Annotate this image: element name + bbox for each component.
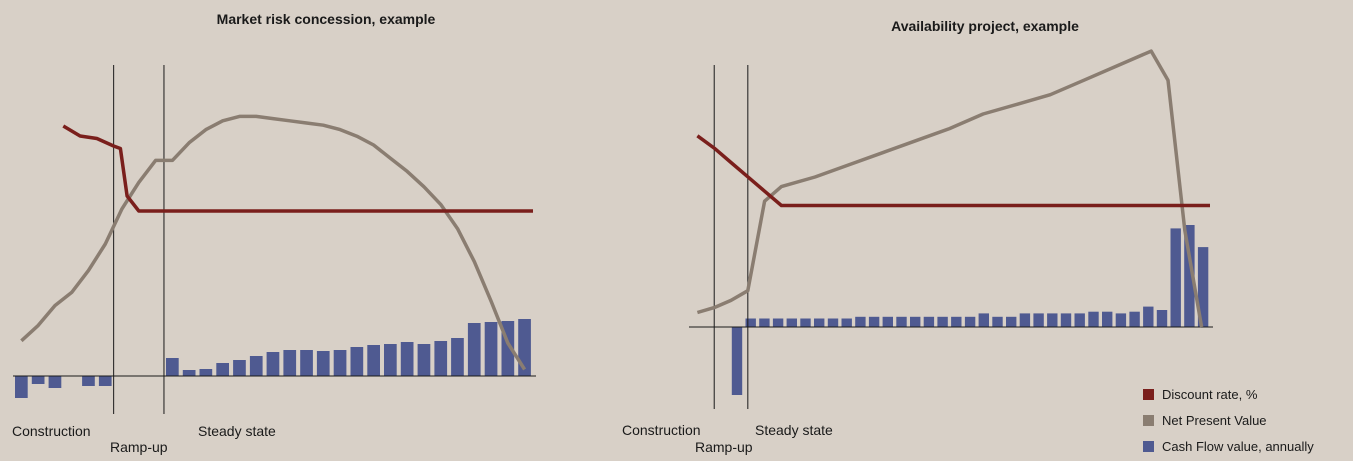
legend-swatch-discount bbox=[1143, 389, 1154, 400]
cashflow-bar bbox=[1197, 247, 1209, 327]
cashflow-bar bbox=[82, 376, 95, 386]
legend-swatch-npv bbox=[1143, 415, 1154, 426]
cashflow-bar bbox=[350, 347, 364, 376]
legend-swatch-cashflow bbox=[1143, 441, 1154, 452]
cashflow-bar bbox=[98, 376, 112, 386]
cashflow-bar bbox=[882, 316, 893, 327]
cashflow-bar bbox=[992, 316, 1003, 327]
cashflow-bar bbox=[266, 352, 280, 376]
cashflow-bar bbox=[800, 318, 811, 327]
cashflow-bar bbox=[1006, 316, 1017, 327]
cashflow-bar bbox=[745, 318, 756, 327]
cashflow-bar bbox=[300, 350, 313, 376]
cashflow-bar bbox=[1143, 306, 1154, 327]
cashflow-bars bbox=[15, 319, 531, 398]
cashflow-bar bbox=[827, 318, 839, 327]
cashflow-bar bbox=[964, 316, 976, 327]
discount-rate-line bbox=[62, 124, 533, 213]
cashflow-bar bbox=[166, 358, 179, 376]
cashflow-bar bbox=[1019, 313, 1031, 327]
legend-label-npv: Net Present Value bbox=[1162, 413, 1267, 428]
phase-label-construction: Construction bbox=[622, 422, 701, 438]
cashflow-bar bbox=[451, 338, 464, 376]
cashflow-bar bbox=[333, 350, 347, 376]
legend-label-cashflow: Cash Flow value, annually bbox=[1162, 439, 1314, 454]
cashflow-bar bbox=[1074, 313, 1085, 327]
cashflow-bar bbox=[937, 316, 948, 327]
legend-label-discount: Discount rate, % bbox=[1162, 387, 1258, 402]
chart-title: Availability project, example bbox=[891, 18, 1079, 34]
cashflow-bar bbox=[15, 376, 28, 398]
phase-label-steady-state: Steady state bbox=[198, 423, 276, 439]
cashflow-bar bbox=[855, 316, 866, 327]
cashflow-bar bbox=[1156, 310, 1168, 327]
cashflow-bar bbox=[731, 327, 743, 395]
cashflow-bar bbox=[772, 318, 784, 327]
phase-label-ramp-up: Ramp-up bbox=[695, 439, 753, 455]
cashflow-bar bbox=[48, 376, 62, 388]
cashflow-bar bbox=[434, 341, 448, 376]
cashflow-bar bbox=[759, 318, 770, 327]
cashflow-bar bbox=[31, 376, 45, 384]
chart-title: Market risk concession, example bbox=[217, 11, 436, 27]
cashflow-bar bbox=[1115, 313, 1127, 327]
cashflow-bar bbox=[384, 344, 397, 376]
discount-rate-line bbox=[696, 134, 1210, 208]
availability-chart: Availability project, example Constructi… bbox=[622, 18, 1213, 455]
cashflow-bar bbox=[868, 316, 880, 327]
cashflow-bar bbox=[786, 318, 797, 327]
cashflow-bar bbox=[1033, 313, 1044, 327]
market-risk-chart: Market risk concession, example Construc… bbox=[12, 11, 536, 455]
cashflow-bar bbox=[1102, 311, 1113, 327]
cashflow-bar bbox=[199, 369, 213, 376]
cashflow-bar bbox=[1088, 311, 1099, 327]
npv-line bbox=[20, 114, 527, 371]
phase-label-ramp-up: Ramp-up bbox=[110, 439, 168, 455]
cashflow-bar bbox=[1170, 228, 1181, 327]
cashflow-bar bbox=[484, 322, 498, 376]
cashflow-bar bbox=[233, 360, 246, 376]
cashflow-bar bbox=[1129, 311, 1140, 327]
cashflow-bar bbox=[417, 344, 431, 376]
cashflow-bar bbox=[467, 323, 481, 376]
cashflow-bar bbox=[283, 350, 297, 376]
cashflow-bar bbox=[923, 316, 935, 327]
cashflow-bars bbox=[731, 225, 1209, 395]
legend: Discount rate, % Net Present Value Cash … bbox=[1143, 387, 1314, 454]
cashflow-bar bbox=[367, 345, 380, 376]
npv-line bbox=[696, 49, 1204, 328]
cashflow-bar bbox=[814, 318, 825, 327]
cashflow-bar bbox=[910, 316, 921, 327]
cashflow-bar bbox=[1047, 313, 1058, 327]
cashflow-bar bbox=[841, 318, 852, 327]
cashflow-bar bbox=[249, 356, 263, 376]
cashflow-bar bbox=[182, 370, 196, 376]
cashflow-bar bbox=[216, 363, 229, 376]
phase-label-steady-state: Steady state bbox=[755, 422, 833, 438]
cashflow-bar bbox=[951, 316, 962, 327]
cashflow-bar bbox=[896, 316, 907, 327]
cashflow-bar bbox=[1060, 313, 1072, 327]
cashflow-bar bbox=[316, 351, 330, 376]
phase-label-construction: Construction bbox=[12, 423, 91, 439]
cashflow-bar bbox=[400, 342, 414, 376]
cashflow-bar bbox=[1184, 225, 1195, 327]
cashflow-bar bbox=[978, 313, 989, 327]
